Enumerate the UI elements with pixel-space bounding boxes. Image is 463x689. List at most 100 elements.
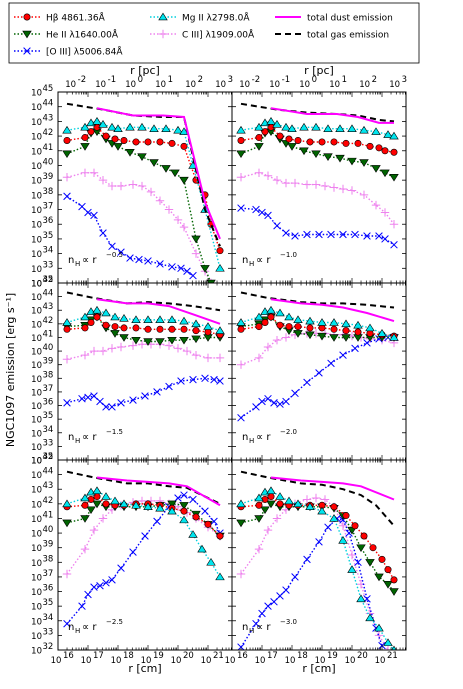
y-tick-label: 10: [31, 320, 42, 330]
data-point-c3: [302, 180, 312, 189]
y-tick-label: 10: [31, 388, 42, 398]
y-tick-label: 10: [31, 103, 42, 113]
data-point-o3: [63, 619, 71, 628]
data-point-mg: [101, 492, 111, 500]
data-point-mg: [299, 122, 309, 131]
data-point-hb: [111, 135, 119, 143]
y-tick-label-exp: 36: [43, 584, 54, 594]
data-point-hb: [342, 512, 350, 520]
data-point-c3: [281, 333, 291, 342]
data-point-hb: [102, 321, 110, 329]
data-point-o3: [102, 403, 110, 411]
data-point-c3: [359, 190, 369, 200]
data-point-o3: [90, 392, 98, 400]
y-tick-label: 10: [31, 177, 42, 187]
legend-label-hb: Hβ 4861.36Å: [46, 11, 106, 23]
panel-annotation-sub: H: [249, 260, 254, 268]
data-point-c3: [62, 569, 72, 579]
y-tick-label-exp: 39: [43, 540, 54, 550]
data-point-hb: [354, 139, 362, 147]
data-point-o3: [351, 344, 359, 353]
data-point-heii: [383, 580, 393, 589]
y-tick-label: 10: [31, 603, 42, 613]
data-point-mg: [203, 322, 213, 330]
y-tick-label-exp: 34: [43, 246, 54, 256]
y-tick-label: 10: [31, 471, 42, 481]
data-point-heii: [143, 338, 153, 346]
data-point-heii: [170, 169, 180, 178]
data-point-hb: [81, 134, 89, 142]
panel-annotation-sub: H: [75, 260, 80, 268]
data-point-hb: [276, 321, 284, 329]
data-point-heii: [305, 331, 315, 340]
data-point-c3: [128, 341, 138, 350]
data-point-o3: [282, 397, 290, 406]
axes-labels: r [cm] r [cm] r [pc] r [pc] NGC1097 emission…: [4, 64, 336, 675]
data-point-o3: [135, 255, 143, 264]
data-point-o3: [252, 619, 260, 628]
data-point-hb: [192, 327, 200, 335]
top-x-axis-label-left: r [pc]: [130, 64, 160, 77]
data-point-mg: [311, 122, 321, 131]
y-tick-label-exp: 36: [43, 216, 54, 226]
y-tick-label-exp: 36: [43, 398, 54, 408]
data-point-o3: [282, 586, 290, 594]
panel-data: [236, 470, 399, 650]
data-point-heii: [167, 336, 177, 345]
y-tick-label: 10: [31, 457, 42, 467]
data-point-mg: [353, 320, 363, 329]
data-point-hb: [87, 495, 95, 503]
data-point-mg: [356, 594, 366, 603]
data-point-mg: [179, 316, 189, 325]
data-point-mg: [80, 122, 90, 131]
data-point-hb: [63, 136, 71, 144]
data-point-mg: [347, 124, 357, 132]
data-point-o3: [237, 414, 245, 422]
data-point-hb: [111, 323, 119, 331]
data-point-o3: [141, 532, 149, 540]
data-point-hb: [144, 325, 152, 333]
y-tick-label-exp: 39: [43, 172, 54, 182]
x-tick-label: 10: [51, 656, 62, 666]
y-tick-label-exp: 44: [43, 289, 54, 299]
data-point-mg: [329, 514, 339, 522]
data-point-mg: [92, 305, 102, 314]
data-point-o3: [282, 229, 290, 237]
data-point-hb: [192, 513, 200, 521]
data-point-mg: [215, 263, 225, 272]
data-point-hb: [390, 576, 398, 584]
data-point-mg: [254, 312, 264, 321]
data-point-heii: [311, 150, 321, 159]
y-tick-label-exp: 44: [43, 467, 54, 477]
series-line-gas: [66, 102, 221, 247]
y-tick-label-exp: 33: [43, 627, 54, 637]
data-point-mg: [293, 315, 303, 324]
data-point-heii: [380, 169, 390, 178]
data-point-o3: [390, 241, 398, 249]
y-tick-label-exp: 33: [43, 260, 54, 270]
data-point-heii: [206, 279, 216, 283]
data-point-mg: [125, 122, 135, 131]
data-point-c3: [272, 175, 282, 185]
data-point-heii: [179, 336, 189, 345]
panel-annotation: n: [68, 432, 74, 443]
data-point-hb: [306, 138, 314, 146]
data-point-o3: [264, 394, 272, 403]
data-point-o3: [129, 548, 137, 556]
panel-4: n H ∝ r −2.0: [231, 282, 407, 461]
data-point-hb: [144, 138, 152, 146]
data-point-heii: [389, 588, 399, 596]
top-x-tick-label-exp: 2: [198, 75, 203, 85]
data-point-mg: [236, 318, 246, 326]
data-point-mg: [119, 314, 129, 322]
data-point-heii: [113, 143, 123, 151]
data-point-heii: [317, 332, 327, 341]
data-point-o3: [90, 583, 98, 591]
data-point-heii: [329, 334, 339, 342]
data-point-c3: [137, 181, 147, 191]
panel-annotation-exp: −2.5: [106, 618, 123, 626]
data-point-o3: [201, 507, 209, 515]
data-point-o3: [90, 211, 98, 220]
top-x-tick-label-exp: -2: [78, 75, 86, 85]
y-tick-label-exp: 42: [43, 496, 54, 506]
